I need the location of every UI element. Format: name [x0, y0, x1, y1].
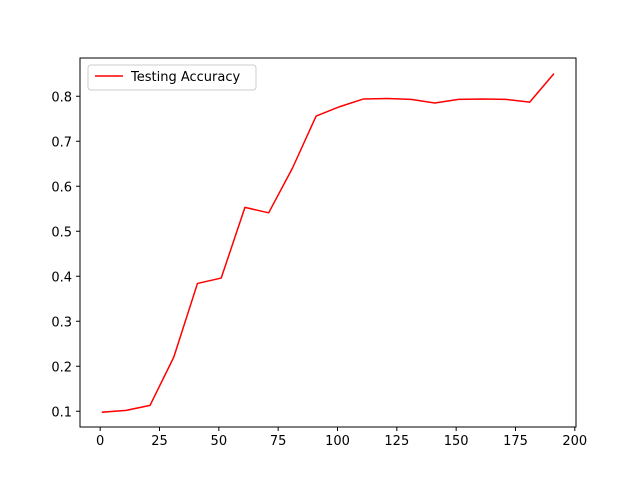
x-tick-label: 25: [151, 434, 168, 449]
x-tick-label: 150: [444, 434, 469, 449]
legend-box: [87, 64, 257, 91]
y-tick-label: 0.4: [51, 270, 72, 285]
x-axis: 0 25 50 75 100 125 150 175 200: [96, 427, 587, 449]
y-tick-label: 0.7: [51, 135, 72, 150]
x-tick-label: 75: [270, 434, 287, 449]
x-tick-label: 50: [211, 434, 228, 449]
x-tick-label: 200: [562, 434, 587, 449]
series-line-testing-accuracy: [101, 73, 555, 413]
legend: Testing Accuracy: [87, 64, 257, 91]
y-tick-label: 0.1: [51, 405, 72, 420]
x-tick-label: 0: [96, 434, 104, 449]
y-tick-label: 0.2: [51, 360, 72, 375]
y-tick-label: 0.5: [51, 225, 72, 240]
y-axis: 0.1 0.2 0.3 0.4 0.5 0.6 0.7 0.8: [51, 90, 80, 420]
y-tick-label: 0.8: [51, 90, 72, 105]
y-tick-label: 0.6: [51, 180, 72, 195]
legend-label-testing-accuracy: Testing Accuracy: [130, 70, 240, 85]
plot-frame: [79, 57, 577, 428]
x-tick-label: 100: [325, 434, 350, 449]
x-tick-label: 175: [503, 434, 528, 449]
x-tick-label: 125: [384, 434, 409, 449]
series-layer: [101, 73, 555, 413]
y-tick-label: 0.3: [51, 315, 72, 330]
